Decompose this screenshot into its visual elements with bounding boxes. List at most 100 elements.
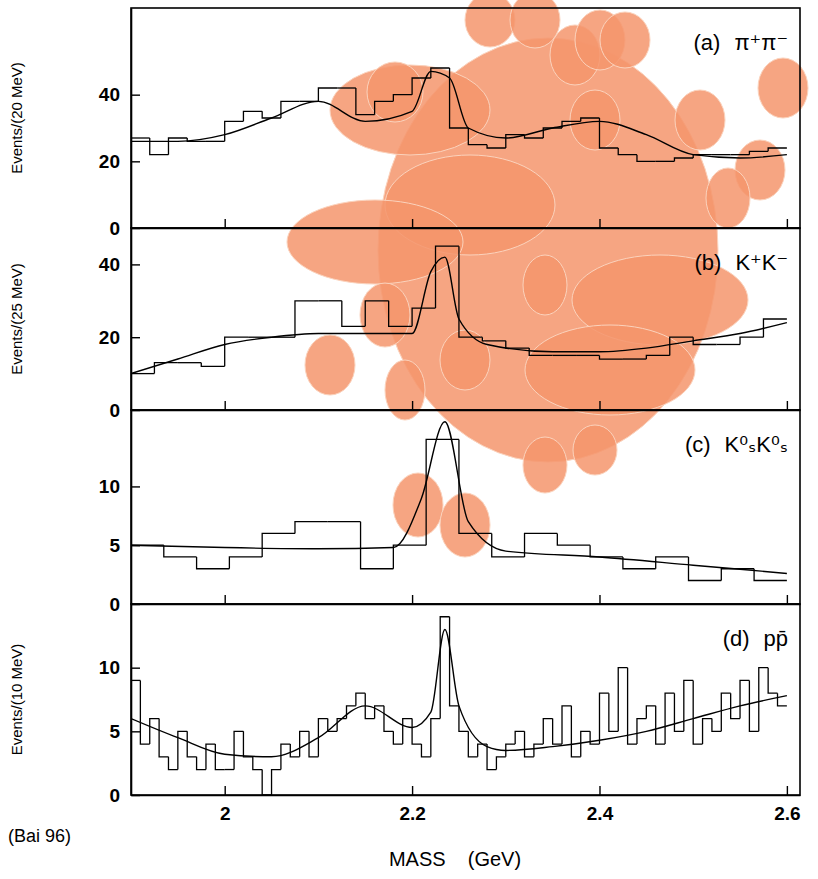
y-tick-label: 20	[99, 151, 120, 172]
x-tick	[787, 595, 788, 604]
histogram-bin	[403, 719, 412, 744]
histogram-bin	[778, 693, 787, 706]
panel-title: K⁺K⁻	[735, 250, 788, 275]
x-tick-label: 2	[220, 803, 231, 824]
histogram-bin	[389, 301, 412, 326]
histogram-bin	[393, 731, 402, 744]
histogram-bin	[253, 757, 262, 770]
histogram-bin	[581, 731, 590, 756]
histogram-bin	[328, 521, 361, 522]
histogram-bin	[623, 358, 646, 359]
histogram-bin	[131, 680, 140, 681]
histogram-bin	[482, 337, 505, 341]
histogram-bin	[131, 137, 150, 138]
y-tick	[131, 264, 140, 265]
histogram-bin	[342, 301, 365, 326]
histogram-bin	[525, 731, 534, 756]
histogram-bin	[656, 161, 675, 162]
y-axis: 02040	[99, 9, 140, 239]
fit-curve	[131, 422, 787, 574]
x-axis	[132, 219, 801, 229]
histogram-bin	[712, 719, 721, 732]
frame	[131, 604, 800, 795]
y-tick	[131, 486, 140, 487]
histogram-bin	[656, 706, 665, 744]
panel-title: K⁰ₛK⁰ₛ	[725, 432, 788, 457]
histogram-bin	[468, 128, 487, 145]
y-tick	[131, 161, 140, 162]
y-tick	[131, 94, 140, 95]
histogram-bin	[689, 557, 722, 581]
y-tick-label: 5	[109, 535, 120, 556]
x-tick	[599, 401, 600, 410]
y-axis: 0 5 10	[99, 411, 140, 615]
histogram-bin	[140, 680, 149, 744]
x-tick-group	[412, 401, 413, 410]
x-tick	[599, 219, 600, 228]
histogram-bin	[646, 355, 669, 359]
histogram-bin	[421, 744, 430, 757]
y-tick-label: 0	[109, 400, 120, 421]
x-tick-group: 2.6	[774, 786, 800, 824]
decoration-blob	[305, 335, 355, 395]
x-tick-group	[787, 401, 788, 410]
x-tick	[412, 595, 413, 604]
histogram-bin	[262, 533, 295, 557]
x-tick	[787, 786, 788, 795]
y-tick-label: 0	[109, 594, 120, 615]
histogram-bin	[412, 719, 421, 744]
histogram-bin	[197, 757, 206, 770]
x-tick-group	[225, 401, 226, 410]
histogram-bin	[412, 308, 435, 326]
histogram-bin	[553, 355, 576, 356]
histogram-bin	[178, 731, 187, 769]
histogram-bin	[150, 719, 159, 744]
x-tick-group: 2	[220, 786, 231, 824]
y-tick-group: 5	[109, 721, 140, 742]
histogram-bin	[459, 439, 492, 533]
histogram-bin	[436, 246, 459, 308]
panel-letter: (c)	[685, 432, 711, 457]
x-tick-group	[599, 595, 600, 604]
histogram-bin	[553, 719, 562, 744]
decoration-blob	[706, 168, 750, 228]
histogram-bin	[393, 95, 412, 102]
y-axis-title: Events/(25 MeV)	[8, 263, 25, 375]
x-tick-group: 2.4	[587, 786, 614, 824]
plot-area	[131, 422, 787, 581]
x-tick	[224, 786, 225, 795]
histogram-bin	[318, 88, 337, 101]
y-axis-line	[131, 229, 133, 411]
histogram-bin	[361, 522, 394, 569]
y-tick	[131, 731, 140, 732]
histogram-bin	[665, 693, 674, 744]
decoration-blob	[465, 0, 515, 47]
x-tick	[787, 219, 788, 228]
histogram-bin	[206, 141, 225, 142]
histogram-bin	[599, 355, 622, 359]
histogram-bin	[206, 744, 215, 769]
histogram-bin	[599, 693, 608, 744]
histogram-bin	[768, 668, 777, 693]
y-tick	[131, 545, 140, 546]
histogram-bin	[618, 148, 637, 155]
y-tick-group: 10	[99, 476, 140, 497]
histogram-bin	[506, 341, 529, 348]
histogram-bin	[347, 706, 356, 719]
x-tick-group	[412, 595, 413, 604]
decoration-blob	[573, 425, 617, 475]
y-axis-line	[131, 9, 133, 229]
histogram-bin	[272, 770, 281, 795]
y-tick-label: 10	[99, 476, 120, 497]
chart-root: 02040π⁺π⁻(a)Events/(20 MeV)02040K⁺K⁻(b)E…	[0, 0, 818, 879]
x-tick-group	[225, 595, 226, 604]
histogram-bin	[590, 545, 623, 557]
frame	[131, 228, 800, 410]
y-axis-title: Events/(10 MeV)	[8, 644, 25, 756]
histogram-bin	[618, 668, 627, 732]
histogram-bin	[674, 693, 683, 731]
panel-title: pp̄	[764, 626, 788, 651]
decoration-blob	[600, 12, 650, 68]
histogram-bin	[243, 111, 262, 121]
histogram-bin	[646, 706, 655, 719]
